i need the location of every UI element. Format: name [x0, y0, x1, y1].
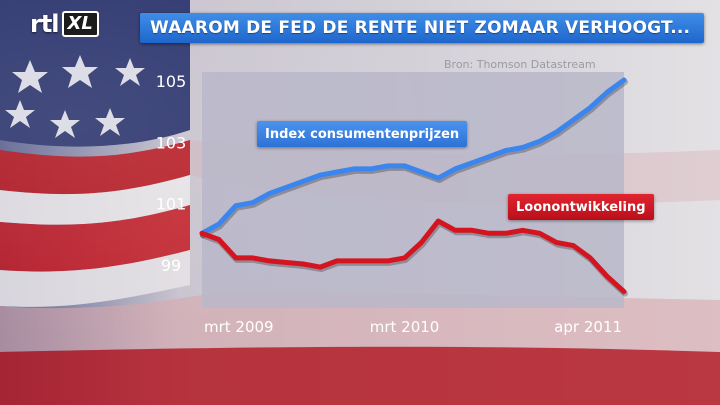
y-tick-label: 99	[161, 256, 181, 275]
series-line-wage	[199, 218, 627, 295]
legend-wage: Loonontwikkeling	[508, 194, 654, 220]
y-axis-ticks: 105 103 101 99	[156, 72, 187, 275]
x-tick-label: mrt 2010	[370, 318, 440, 336]
title-bar: WAAROM DE FED DE RENTE NIET ZOMAAR VERHO…	[140, 13, 704, 43]
series-lines	[199, 77, 628, 297]
y-tick-label: 103	[156, 133, 187, 152]
y-tick-label: 105	[156, 72, 187, 91]
logo-rtl-text: rtl	[30, 10, 60, 38]
x-tick-label: apr 2011	[554, 318, 622, 336]
x-axis-ticks: mrt 2009 mrt 2010 apr 2011	[204, 318, 622, 336]
y-tick-label: 101	[156, 195, 187, 214]
legend-cpi: Index consumentenprijzen	[257, 121, 468, 147]
x-tick-label: mrt 2009	[204, 318, 274, 336]
logo-xl-text: XL	[61, 11, 99, 37]
plot-area	[202, 72, 624, 308]
chart-title: WAAROM DE FED DE RENTE NIET ZOMAAR VERHO…	[150, 18, 691, 38]
source-credit: Bron: Thomson Datastream	[444, 58, 596, 71]
series-line-cpi	[199, 77, 627, 236]
rtl-xl-logo: rtl XL	[30, 10, 99, 38]
